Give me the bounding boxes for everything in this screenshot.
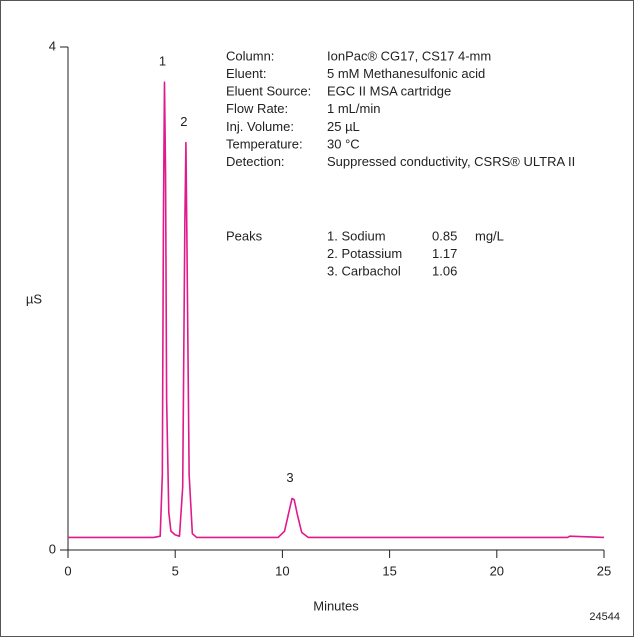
condition-label: Flow Rate:	[226, 101, 288, 116]
x-tick-label: 5	[172, 563, 179, 578]
condition-label: Column:	[226, 48, 274, 63]
y-tick-label: 4	[49, 38, 56, 53]
condition-value: Suppressed conductivity, CSRS® ULTRA II	[327, 154, 575, 169]
condition-value: 30 °C	[327, 136, 360, 151]
condition-label: Temperature:	[226, 136, 303, 151]
condition-value: 5 mM Methanesulfonic acid	[327, 66, 485, 81]
condition-value: 1 mL/min	[327, 101, 380, 116]
condition-label: Inj. Volume:	[226, 119, 294, 134]
peaks-label: Peaks	[226, 228, 263, 243]
figure-number: 24544	[589, 611, 620, 623]
peak-info: 3. Carbachol	[327, 264, 401, 279]
y-tick-label: 0	[49, 541, 56, 556]
condition-label: Detection:	[226, 154, 285, 169]
peak-info: 1.06	[432, 264, 457, 279]
x-tick-label: 20	[490, 563, 504, 578]
peak-label: 3	[286, 470, 293, 485]
y-axis-label: µS	[26, 291, 42, 306]
x-tick-label: 0	[64, 563, 71, 578]
condition-value: 25 µL	[327, 119, 360, 134]
peak-info: 1.17	[432, 246, 457, 261]
condition-value: IonPac® CG17, CS17 4-mm	[327, 48, 491, 63]
peak-label: 2	[180, 114, 187, 129]
condition-label: Eluent Source:	[226, 84, 311, 99]
peak-info: 1. Sodium	[327, 228, 386, 243]
x-tick-label: 25	[597, 563, 611, 578]
peak-info: 2. Potassium	[327, 246, 402, 261]
peak-label: 1	[159, 54, 166, 69]
x-tick-label: 10	[275, 563, 289, 578]
condition-label: Eluent:	[226, 66, 266, 81]
trace	[68, 81, 605, 539]
condition-value: EGC II MSA cartridge	[327, 84, 451, 99]
peak-info: 0.85	[432, 228, 457, 243]
peak-info: mg/L	[475, 228, 504, 243]
x-axis-label: Minutes	[313, 598, 359, 613]
x-tick-label: 15	[382, 563, 396, 578]
